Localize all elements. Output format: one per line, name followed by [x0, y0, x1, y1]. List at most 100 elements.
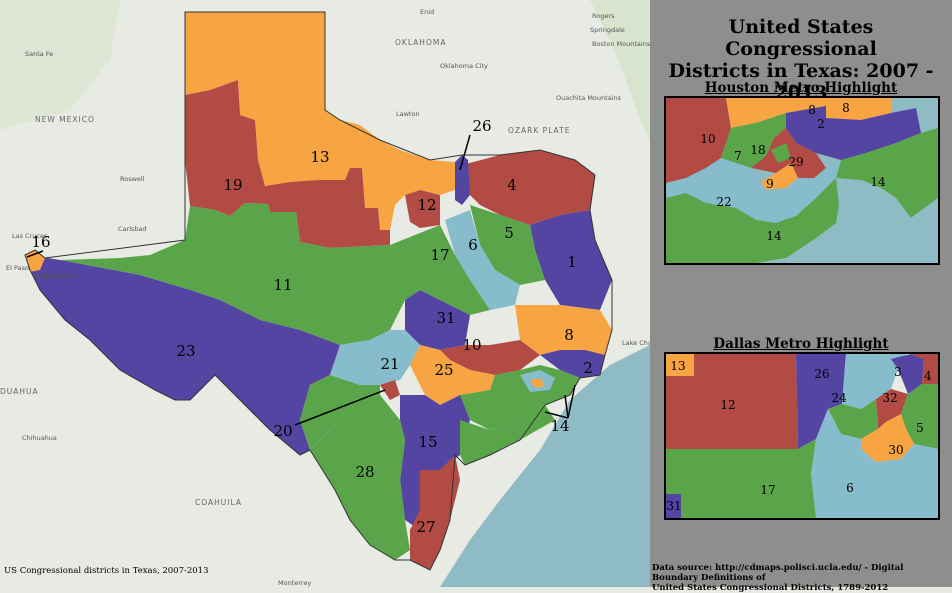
label-ozark-plateau: OZARK PLATE: [508, 126, 570, 135]
label-rogers: Rogers: [592, 12, 615, 20]
district-19: [185, 80, 390, 248]
houston-label-9: 9: [766, 177, 774, 191]
district-2: [540, 350, 605, 378]
district-label-11: 11: [273, 276, 292, 294]
texas-map-svg: Santa Fe NEW MEXICO Roswell Carlsbad Las…: [0, 0, 650, 587]
map-caption: US Congressional districts in Texas, 200…: [4, 566, 209, 576]
district-label-17: 17: [430, 246, 449, 264]
houston-label-10: 10: [700, 132, 715, 146]
leader-26: [459, 134, 471, 171]
dallas-label-24: 24: [831, 391, 847, 405]
label-santa-fe: Santa Fe: [25, 50, 53, 58]
title-line-1: United States Congressional: [725, 16, 877, 60]
dallas-label-26: 26: [814, 367, 829, 381]
label-enid: Enid: [420, 8, 434, 16]
dallas-heading: Dallas Metro Highlight: [713, 336, 889, 352]
district-label-8: 8: [564, 326, 574, 344]
leader-14a: [544, 411, 569, 419]
dallas-label-13: 13: [670, 359, 685, 373]
label-monterrey: Monterrey: [278, 579, 311, 587]
dallas-label-17: 17: [760, 483, 775, 497]
data-source: Data source: http://cdmaps.polisci.ucla.…: [652, 563, 948, 593]
label-coahuila: COAHUILA: [195, 498, 242, 507]
district-17: [390, 225, 490, 315]
district-26: [455, 155, 470, 205]
dallas-label-32: 32: [882, 391, 897, 405]
district-label-1: 1: [567, 253, 577, 271]
houston-inset: 8 8 10 2 7 18 29 9 14 22 14: [664, 96, 940, 265]
district-label-12: 12: [417, 196, 436, 214]
houston-label-18: 18: [750, 143, 765, 157]
dallas-inset-svg: 13 26 3 4 12 24 32 5 30 17 6 31: [666, 354, 938, 518]
dallas-inset: 13 26 3 4 12 24 32 5 30 17 6 31: [664, 352, 940, 520]
district-1: [530, 210, 612, 310]
label-oklahoma: OKLAHOMA: [395, 38, 446, 47]
district-15: [400, 395, 470, 530]
district-label-2: 2: [583, 359, 593, 377]
label-lawton: Lawton: [396, 110, 420, 118]
houston-label-22: 22: [716, 195, 731, 209]
houston-label-7: 7: [734, 149, 742, 163]
district-label-21: 21: [380, 355, 399, 373]
district-31: [405, 290, 470, 350]
houston-label-8a: 8: [808, 103, 816, 117]
houston-label-14a: 14: [870, 175, 886, 189]
houston-label-2: 2: [817, 117, 825, 131]
district-4: [462, 150, 595, 225]
dallas-label-30: 30: [888, 443, 903, 457]
dallas-label-6: 6: [846, 481, 854, 495]
district-label-20: 20: [273, 422, 292, 440]
gulf-of-mexico: [440, 345, 650, 587]
district-5: [470, 205, 545, 285]
dallas-label-3: 3: [894, 365, 902, 379]
district-label-14: 14: [550, 417, 569, 435]
dallas-label-4: 4: [924, 369, 932, 383]
leader-16: [26, 250, 44, 258]
district-23: [30, 255, 340, 455]
label-las-cruces: Las Cruces: [12, 232, 48, 240]
district-10: [440, 340, 540, 375]
district-28: [310, 395, 410, 560]
dallas-label-5: 5: [916, 421, 924, 435]
district-label-16: 16: [31, 233, 50, 251]
label-oklahoma-city: Oklahoma City: [440, 62, 488, 70]
district-label-26: 26: [472, 117, 491, 135]
label-el-paso: El Paso: [6, 264, 29, 272]
district-27: [410, 455, 460, 570]
houston-label-29: 29: [788, 155, 803, 169]
leader-14c: [567, 384, 576, 419]
houston-label-14b: 14: [766, 229, 782, 243]
district-label-6: 6: [468, 236, 478, 254]
label-duahua: DUAHUA: [0, 387, 39, 396]
district-14-coastal: [460, 405, 555, 465]
district-13: [185, 12, 455, 230]
district-8: [515, 305, 612, 355]
houston-inset-svg: 8 8 10 2 7 18 29 9 14 22 14: [666, 98, 938, 263]
dallas-label-12: 12: [720, 398, 735, 412]
district-label-4: 4: [507, 176, 517, 194]
label-chihuahua: Chihuahua: [22, 434, 57, 442]
district-20: [380, 380, 400, 400]
district-label-13: 13: [310, 148, 329, 166]
label-juarez: Ciudad Juarez: [33, 272, 78, 280]
dallas-label-31: 31: [666, 499, 681, 513]
district-6: [445, 210, 520, 310]
district-label-5: 5: [504, 224, 514, 242]
district-label-28: 28: [355, 463, 374, 481]
label-roswell: Roswell: [120, 175, 145, 183]
ozark-shading: [590, 0, 650, 140]
district-12: [405, 190, 440, 228]
leader-20: [294, 389, 386, 426]
district-label-27: 27: [416, 518, 435, 536]
label-springdale: Springdale: [590, 26, 625, 34]
district-label-15: 15: [418, 433, 437, 451]
leader-14b: [564, 394, 569, 419]
texas-outline: [24, 11, 613, 571]
source-line-1: Data source: http://cdmaps.polisci.ucla.…: [652, 563, 904, 583]
label-new-mexico: NEW MEXICO: [35, 115, 95, 124]
district-21: [330, 330, 420, 385]
district-28b: [300, 375, 380, 450]
district-label-10: 10: [462, 336, 481, 354]
district-label-25: 25: [434, 361, 453, 379]
legend-panel: United States Congressional Districts in…: [650, 0, 952, 587]
